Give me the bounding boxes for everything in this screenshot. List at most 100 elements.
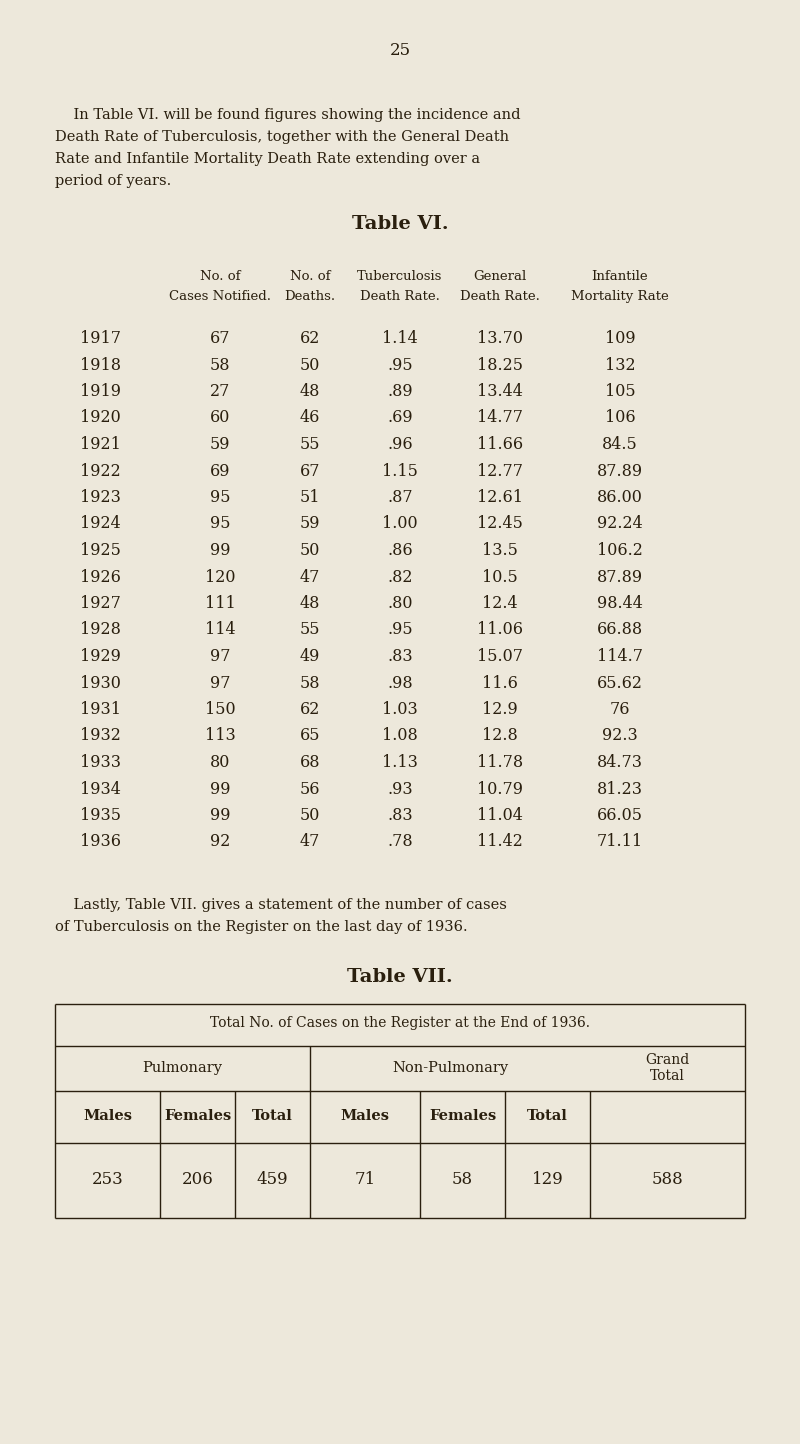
Text: Table VI.: Table VI. [352, 215, 448, 232]
Text: Total: Total [527, 1109, 568, 1123]
Text: In Table VI. will be found figures showing the incidence and: In Table VI. will be found figures showi… [55, 108, 521, 121]
Text: 67: 67 [300, 462, 320, 479]
Text: 18.25: 18.25 [477, 357, 523, 374]
Text: 12.4: 12.4 [482, 595, 518, 612]
Text: 12.61: 12.61 [477, 490, 523, 505]
Text: 1.08: 1.08 [382, 728, 418, 745]
Text: 253: 253 [92, 1171, 123, 1188]
Text: 114: 114 [205, 621, 235, 638]
Text: 87.89: 87.89 [597, 569, 643, 585]
Text: 95: 95 [210, 490, 230, 505]
Text: 14.77: 14.77 [477, 410, 523, 426]
Text: Females: Females [164, 1109, 231, 1123]
Text: 47: 47 [300, 833, 320, 851]
Text: 1932: 1932 [79, 728, 121, 745]
Text: 106.2: 106.2 [597, 542, 643, 559]
Text: 132: 132 [605, 357, 635, 374]
Text: .87: .87 [387, 490, 413, 505]
Text: 80: 80 [210, 754, 230, 771]
Text: .95: .95 [387, 357, 413, 374]
Text: 1925: 1925 [79, 542, 121, 559]
Text: 459: 459 [257, 1171, 288, 1188]
Text: 81.23: 81.23 [597, 781, 643, 797]
Text: 98.44: 98.44 [597, 595, 643, 612]
Text: 114.7: 114.7 [597, 648, 643, 666]
Text: Lastly, Table VII. gives a statement of the number of cases: Lastly, Table VII. gives a statement of … [55, 898, 507, 913]
Text: 111: 111 [205, 595, 235, 612]
Text: 58: 58 [210, 357, 230, 374]
Text: 1.13: 1.13 [382, 754, 418, 771]
Text: 13.5: 13.5 [482, 542, 518, 559]
Text: 1923: 1923 [79, 490, 121, 505]
Text: of Tuberculosis on the Register on the last day of 1936.: of Tuberculosis on the Register on the l… [55, 920, 468, 934]
Text: 46: 46 [300, 410, 320, 426]
Text: 48: 48 [300, 595, 320, 612]
Text: 71: 71 [354, 1171, 376, 1188]
Text: Grand
Total: Grand Total [646, 1053, 690, 1083]
Text: 1930: 1930 [79, 674, 121, 692]
Text: Males: Males [83, 1109, 132, 1123]
Text: 62: 62 [300, 331, 320, 347]
Text: 109: 109 [605, 331, 635, 347]
Text: Rate and Infantile Mortality Death Rate extending over a: Rate and Infantile Mortality Death Rate … [55, 152, 480, 166]
Text: 65.62: 65.62 [597, 674, 643, 692]
Text: 86.00: 86.00 [597, 490, 643, 505]
Text: 15.07: 15.07 [477, 648, 523, 666]
Text: .89: .89 [387, 383, 413, 400]
Text: 12.8: 12.8 [482, 728, 518, 745]
Text: 1934: 1934 [79, 781, 121, 797]
Text: .95: .95 [387, 621, 413, 638]
Text: 76: 76 [610, 700, 630, 718]
Text: 58: 58 [452, 1171, 473, 1188]
Text: 106: 106 [605, 410, 635, 426]
Text: 129: 129 [532, 1171, 563, 1188]
Text: 1917: 1917 [79, 331, 121, 347]
Text: .83: .83 [387, 648, 413, 666]
Text: 12.77: 12.77 [477, 462, 523, 479]
Text: 1919: 1919 [79, 383, 121, 400]
Text: Mortality Rate: Mortality Rate [571, 290, 669, 303]
Text: 92.24: 92.24 [597, 516, 643, 533]
Text: No. of: No. of [290, 270, 330, 283]
Text: 62: 62 [300, 700, 320, 718]
Text: .78: .78 [387, 833, 413, 851]
Text: 95: 95 [210, 516, 230, 533]
Text: 55: 55 [300, 621, 320, 638]
Text: 66.88: 66.88 [597, 621, 643, 638]
Text: Death Rate of Tuberculosis, together with the General Death: Death Rate of Tuberculosis, together wit… [55, 130, 509, 144]
Text: Infantile: Infantile [592, 270, 648, 283]
Text: 12.9: 12.9 [482, 700, 518, 718]
Text: Males: Males [341, 1109, 390, 1123]
Text: Pulmonary: Pulmonary [142, 1061, 222, 1074]
Text: 11.04: 11.04 [477, 807, 523, 825]
Text: .80: .80 [387, 595, 413, 612]
Text: 13.44: 13.44 [477, 383, 523, 400]
Text: 1931: 1931 [79, 700, 121, 718]
Text: 11.78: 11.78 [477, 754, 523, 771]
Text: 1926: 1926 [79, 569, 121, 585]
Text: Total: Total [252, 1109, 293, 1123]
Text: Cases Notified.: Cases Notified. [169, 290, 271, 303]
Text: 50: 50 [300, 542, 320, 559]
Text: 55: 55 [300, 436, 320, 453]
Text: 50: 50 [300, 807, 320, 825]
Text: 58: 58 [300, 674, 320, 692]
Text: 56: 56 [300, 781, 320, 797]
Text: 84.73: 84.73 [597, 754, 643, 771]
Text: 11.6: 11.6 [482, 674, 518, 692]
Text: .96: .96 [387, 436, 413, 453]
Text: 1.14: 1.14 [382, 331, 418, 347]
Text: 11.66: 11.66 [477, 436, 523, 453]
Text: 27: 27 [210, 383, 230, 400]
Text: 59: 59 [300, 516, 320, 533]
Text: 120: 120 [205, 569, 235, 585]
Text: No. of: No. of [200, 270, 240, 283]
Text: 1929: 1929 [79, 648, 121, 666]
Text: Females: Females [429, 1109, 496, 1123]
Text: 69: 69 [210, 462, 230, 479]
Text: 1918: 1918 [79, 357, 121, 374]
Text: 206: 206 [182, 1171, 214, 1188]
Text: 60: 60 [210, 410, 230, 426]
Text: 84.5: 84.5 [602, 436, 638, 453]
Text: Table VII.: Table VII. [347, 969, 453, 986]
